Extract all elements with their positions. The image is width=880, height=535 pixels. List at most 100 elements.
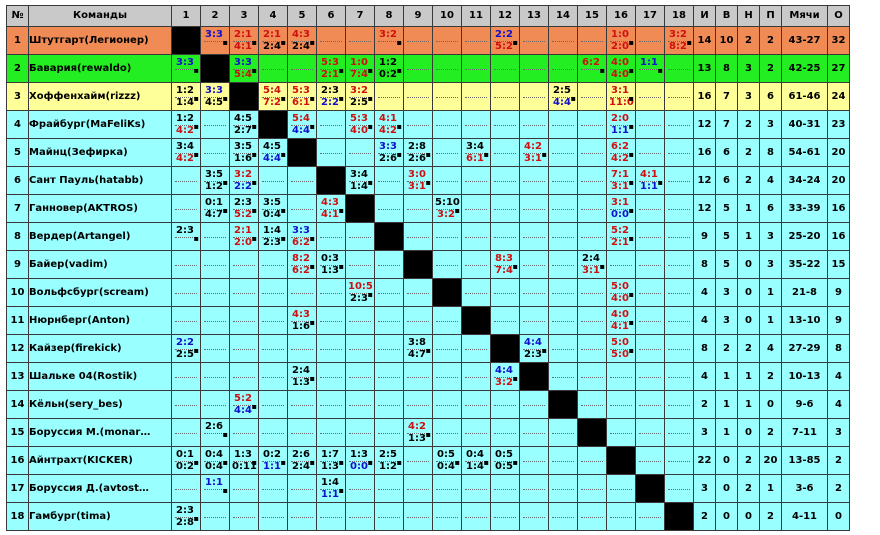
empty-separator <box>523 404 545 406</box>
match-marker: ▪ <box>367 457 373 467</box>
empty-separator <box>639 292 661 294</box>
empty-separator <box>639 320 661 322</box>
match-cell <box>345 334 375 363</box>
header-points: О <box>827 5 850 27</box>
match-cell: 5:2 4:4 ▪ <box>229 390 259 419</box>
match-separator <box>204 460 226 462</box>
match-score: 1:4 <box>263 225 281 236</box>
match-cell <box>432 362 462 391</box>
match-cell: 5:3 2:1 ▪ <box>316 54 346 83</box>
match-score: 3:3 <box>234 57 252 68</box>
empty-separator <box>407 376 429 378</box>
match-cell <box>316 334 346 363</box>
stat-wins: 1 <box>715 390 738 419</box>
match-cell: 2:4 1:3 ▪ <box>287 362 317 391</box>
match-score: 3:5 <box>263 197 281 208</box>
match-cell: 6:2 ▪ <box>577 54 607 83</box>
match-cell <box>461 166 491 195</box>
match-marker: ▪ <box>396 121 402 131</box>
match-separator <box>233 124 255 126</box>
match-separator <box>610 348 632 350</box>
match-score: 4:1 <box>379 113 397 124</box>
match-cell <box>374 278 404 307</box>
match-separator <box>175 152 197 154</box>
team-number: 15 <box>6 418 29 447</box>
table-row: 13 Шальке 04(Rostik) 2:4 1:3 ▪ 4:4 3:2 ▪ 4 1 1 2 10-… <box>6 362 850 391</box>
stat-points: 20 <box>827 138 850 167</box>
stat-games: 12 <box>693 110 716 139</box>
match-score: 4:4 <box>524 337 542 348</box>
match-cell <box>577 222 607 251</box>
match-cell: 3:4 4:2 ▪ <box>171 138 201 167</box>
empty-separator <box>465 432 487 434</box>
match-cell <box>432 390 462 419</box>
empty-separator <box>581 488 603 490</box>
table-row: 7 Ганновер(AKTROS) 0:1 4:7 ▪ 2:3 5:2 ▪ 3:5 0:4 ▪ 4:… <box>6 194 850 223</box>
match-cell <box>548 502 578 531</box>
self-cell <box>200 54 230 83</box>
empty-separator <box>378 180 400 182</box>
empty-separator <box>494 236 516 238</box>
match-score: 3:3 <box>292 225 310 236</box>
match-cell: 1:2 0:2 ▪ <box>374 54 404 83</box>
match-cell <box>432 54 462 83</box>
stat-points: 16 <box>827 222 850 251</box>
match-score: 0:2 <box>176 461 194 472</box>
empty-separator <box>581 348 603 350</box>
match-score: 5:3 <box>292 85 310 96</box>
match-score: 4:2 <box>611 153 629 164</box>
match-cell <box>200 362 230 391</box>
match-cell <box>287 418 317 447</box>
match-cell <box>577 362 607 391</box>
empty-separator <box>262 320 284 322</box>
match-separator <box>204 180 226 182</box>
match-score: 4:0 <box>611 69 629 80</box>
stat-goals: 9-6 <box>781 390 828 419</box>
match-score: 4:2 <box>408 421 426 432</box>
match-cell <box>258 502 288 531</box>
match-score: 4:5 <box>234 113 252 124</box>
match-marker: ▪ <box>628 289 634 299</box>
standings-table: № Команды 1 2 3 4 5 6 7 8 9 10 11 12 13 14 15 16 17 18 И В Н П М… <box>6 5 850 531</box>
match-cell: 3:3 2:6 ▪ <box>374 138 404 167</box>
stat-points: 8 <box>827 334 850 363</box>
empty-separator <box>581 460 603 462</box>
match-cell <box>461 278 491 307</box>
header-col-18: 18 <box>664 5 694 27</box>
match-score: 8:3 <box>495 253 513 264</box>
match-separator <box>204 488 226 490</box>
header-col-3: 3 <box>229 5 259 27</box>
match-cell: 3:5 0:4 ▪ <box>258 194 288 223</box>
match-cell: 1:2 1:4 ▪ <box>171 82 201 111</box>
stat-games: 3 <box>693 474 716 503</box>
match-cell <box>432 474 462 503</box>
match-score: 3:4 <box>466 141 484 152</box>
empty-separator <box>175 292 197 294</box>
match-cell <box>345 138 375 167</box>
team-number: 17 <box>6 474 29 503</box>
empty-separator <box>349 40 371 42</box>
match-score: 0:4 <box>263 209 281 220</box>
empty-separator <box>175 180 197 182</box>
match-cell: 5:0 4:0 ▪ <box>606 278 636 307</box>
empty-separator <box>436 40 458 42</box>
match-separator <box>320 264 342 266</box>
stat-losses: 6 <box>759 194 782 223</box>
empty-separator <box>378 292 400 294</box>
self-cell <box>490 334 520 363</box>
empty-separator <box>494 292 516 294</box>
match-score: 2:4 <box>292 41 310 52</box>
match-marker: ▪ <box>512 373 518 383</box>
table-row: 16 Айнтрахт(KICKER) 0:1 0:2 ▪ 0:4 0:4 ▪ 1:3 0:11 ▪… <box>6 446 850 475</box>
match-separator <box>320 68 342 70</box>
match-separator <box>378 460 400 462</box>
match-separator <box>610 68 632 70</box>
empty-separator <box>639 236 661 238</box>
match-cell <box>461 502 491 531</box>
match-cell <box>461 110 491 139</box>
match-cell: 0:5 0:4 ▪ <box>432 446 462 475</box>
match-cell: 5:3 6:1 ▪ <box>287 82 317 111</box>
stat-points: 15 <box>827 250 850 279</box>
empty-separator <box>581 152 603 154</box>
header-col-16: 16 <box>606 5 636 27</box>
